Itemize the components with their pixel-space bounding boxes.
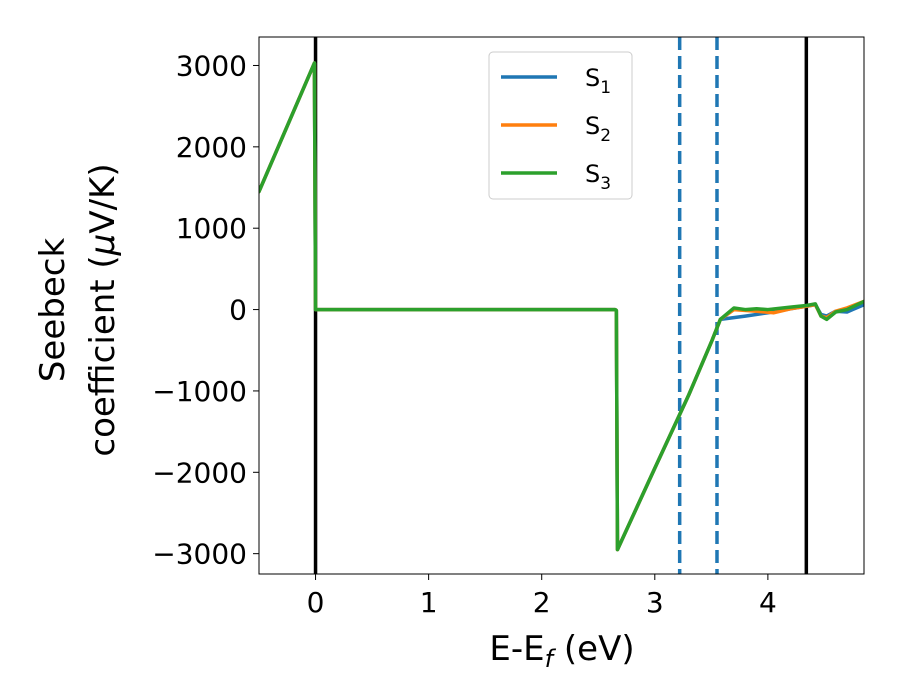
y-tick-label: 3000 — [176, 49, 247, 82]
x-tick-label: 1 — [420, 586, 438, 619]
legend: S1 S2 S3 — [488, 51, 633, 200]
x-tick-label: 0 — [307, 586, 325, 619]
y-tick-label: −3000 — [152, 538, 247, 571]
y-tick-label: −1000 — [152, 375, 247, 408]
legend-label-s2: S2 — [585, 112, 611, 146]
y-tick-label: 1000 — [176, 212, 247, 245]
legend-label-s1: S1 — [585, 64, 611, 98]
x-axis-label: E-Ef (eV) — [489, 629, 634, 673]
axes-layer: 0 1 2 3 4 −3000 −2000 −1000 0 1000 2000 3000 — [152, 36, 865, 619]
y-axis-label-line1: Seebeck — [33, 238, 73, 383]
plot-frame — [258, 36, 865, 575]
y-axis-label: Seebeck coefficient (μV/K) — [33, 163, 123, 456]
legend-label-s3: S3 — [585, 160, 611, 194]
y-tick-label: −2000 — [152, 456, 247, 489]
x-tick-label: 3 — [646, 586, 664, 619]
legend-box — [488, 51, 633, 200]
y-tick-label: 2000 — [176, 131, 247, 164]
y-tick-label: 0 — [229, 294, 247, 327]
plot-layer — [259, 37, 864, 574]
plot-area — [259, 37, 864, 574]
y-axis-label-line2: coefficient (μV/K) — [83, 163, 123, 456]
series-line-s3 — [259, 61, 864, 552]
x-tick-label: 2 — [533, 586, 551, 619]
x-tick-label: 4 — [759, 586, 777, 619]
